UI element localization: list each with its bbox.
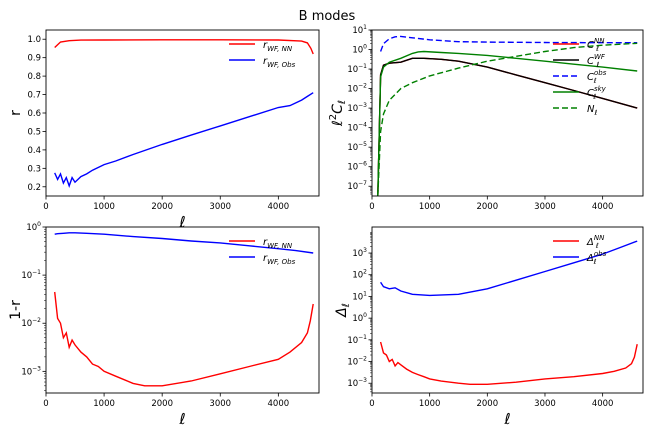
x-tick-label: 1000 (419, 399, 441, 409)
y-tick-label: 0.8 (27, 72, 41, 82)
series-line-2 (377, 57, 638, 196)
x-tick-label: 1000 (93, 399, 115, 409)
legend-label: Cobs ℓ (587, 69, 607, 85)
x-tick-label: 2000 (151, 399, 173, 409)
legend-label: rWF, NN (263, 40, 293, 53)
y-axis-label: Δℓ (334, 303, 352, 318)
series-line-1 (54, 39, 314, 55)
y-tick-label: 100 (352, 312, 367, 324)
x-tick-label: 0 (43, 399, 48, 409)
y-tick-label: 10−2 (347, 356, 367, 368)
y-tick-label: 0.9 (27, 54, 41, 64)
y-tick-label: 10−2 (21, 317, 41, 329)
y-tick-label: 0.7 (27, 91, 41, 101)
x-tick-label: 3000 (534, 202, 556, 212)
axes-frame (371, 29, 644, 197)
legend: rWF, NN rWF, Obs (229, 237, 296, 266)
y-tick-label: 10−2 (347, 83, 367, 95)
x-tick-label: 2000 (476, 399, 498, 409)
x-tick-label: 3000 (209, 399, 231, 409)
legend-label: rWF, Obs (263, 253, 296, 266)
y-tick-label: 10−5 (347, 141, 367, 153)
legend-label: ΔNN ℓ (586, 234, 605, 250)
x-tick-label: 2000 (476, 202, 498, 212)
series-line-1 (54, 291, 314, 387)
legend-label: Csky ℓ (587, 85, 607, 101)
y-tick-label: 0.5 (27, 127, 41, 137)
y-tick-label: 101 (352, 290, 367, 302)
y-tick-label: 10−1 (347, 334, 367, 346)
series-line-5 (377, 42, 638, 196)
x-tick-label: 4000 (268, 202, 290, 212)
chart-top-left: 0 1000 2000 3000 4000 0.2 0.3 0.4 0.5 0.6 0.7 0.8 0.… (8, 29, 320, 231)
series-line-2 (54, 92, 314, 189)
y-tick-label: 102 (352, 269, 367, 281)
x-tick-label: 0 (369, 202, 374, 212)
x-tick-label: 3000 (209, 202, 231, 212)
y-axis-label: r (8, 110, 24, 116)
y-tick-label: 10−1 (347, 63, 367, 75)
y-tick-label: 10−3 (347, 377, 367, 389)
y-tick-label: 10−3 (21, 365, 41, 377)
chart-bottom-left: 0 1000 2000 3000 4000 10−3 10−2 10−1 100 ℓ 1-r rWF,… (8, 221, 320, 428)
y-tick-label: 101 (352, 24, 367, 36)
x-tick-label: 1000 (419, 202, 441, 212)
y-tick-label: 10−1 (21, 269, 41, 281)
series-line-3 (379, 35, 638, 52)
y-tick-label: 0.2 (27, 183, 41, 193)
chart-bottom-right: 0 1000 2000 3000 4000 10−3 10−2 10−1 100 101 102 10… (334, 226, 644, 428)
x-axis-label: ℓ (503, 410, 510, 428)
x-tick-label: 1000 (93, 202, 115, 212)
figure-title: B modes (299, 9, 356, 24)
x-tick-label: 4000 (268, 399, 290, 409)
y-tick-label: 10−4 (347, 122, 367, 134)
legend-label: Δobs ℓ (586, 250, 607, 266)
y-tick-label: 1.0 (27, 35, 41, 45)
y-tick-label: 10−7 (347, 180, 367, 192)
y-tick-label: 100 (352, 44, 367, 56)
x-axis-label: ℓ (178, 410, 185, 428)
series-line-2 (380, 240, 638, 297)
y-tick-label: 0.4 (27, 146, 41, 156)
y-tick-label: 0.3 (27, 164, 41, 174)
legend-label: rWF, NN (263, 237, 293, 250)
axes-frame (371, 226, 644, 394)
axes-frame (45, 29, 320, 197)
axes-frame (45, 226, 320, 394)
series-line-1 (377, 57, 638, 196)
x-tick-label: 3000 (534, 399, 556, 409)
chart-top-right: 0 1000 2000 3000 4000 10−7 10−6 10−5 10−4 10−3 10−… (328, 24, 644, 212)
series-line-1 (379, 341, 638, 385)
x-tick-label: 4000 (592, 399, 614, 409)
y-tick-label: 100 (26, 221, 41, 233)
legend-label: CNN ℓ (587, 37, 605, 53)
x-axis-label: ℓ (178, 213, 185, 231)
x-tick-label: 0 (369, 399, 374, 409)
x-tick-label: 2000 (151, 202, 173, 212)
y-tick-label: 103 (352, 247, 367, 259)
legend: rWF, NN rWF, Obs (229, 40, 296, 69)
y-axis-label: ℓ2Cℓ (328, 100, 348, 127)
series-line-4 (377, 50, 638, 196)
series-line-2 (54, 232, 314, 254)
x-tick-label: 0 (43, 202, 48, 212)
y-tick-label: 10−3 (347, 102, 367, 114)
legend-label: Nℓ (587, 104, 597, 117)
y-tick-label: 0.6 (27, 109, 41, 119)
x-tick-label: 4000 (592, 202, 614, 212)
y-axis-label: 1-r (8, 300, 24, 320)
y-tick-label: 10−6 (347, 161, 367, 173)
legend-label: CWF ℓ (587, 53, 606, 69)
legend-label: rWF, Obs (263, 56, 296, 69)
